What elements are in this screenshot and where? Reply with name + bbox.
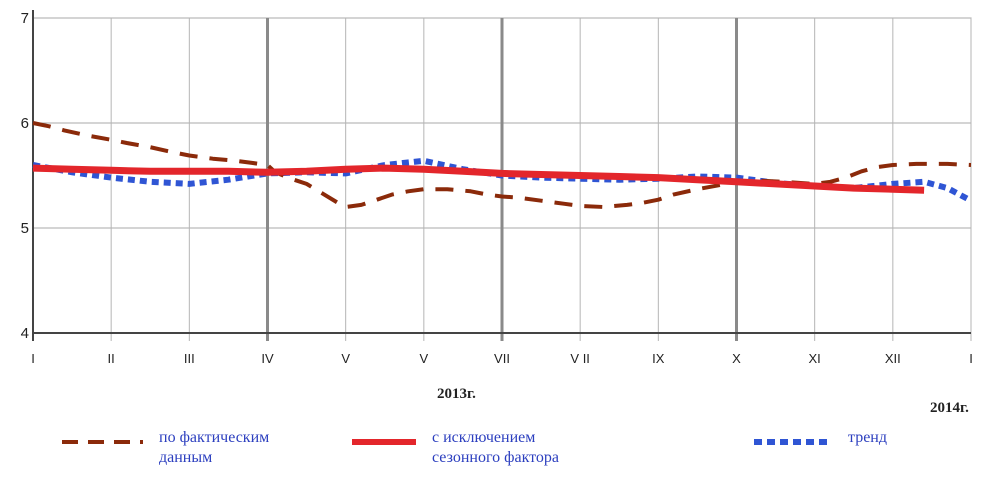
legend-item-actual: по фактическим данным [60, 428, 269, 468]
x-tick-label: III [184, 351, 195, 366]
legend-label-actual-line1: по фактическим [159, 429, 270, 446]
x-tick-label: I [31, 351, 35, 366]
year-label-2014: 2014г. [930, 400, 969, 416]
dashed-line-swatch [62, 440, 143, 444]
dotted-line-swatch [754, 439, 828, 445]
x-tick-label: IV [261, 351, 274, 366]
x-tick-label: V [419, 351, 428, 366]
y-tick-label: 7 [21, 10, 29, 27]
legend-label-seasonal-line1: с исключением [432, 429, 536, 446]
x-tick-label: X [732, 351, 741, 366]
x-tick-label: IX [652, 351, 665, 366]
y-tick-label: 6 [21, 115, 29, 132]
legend: по фактическим данным с исключением сезо… [0, 420, 996, 480]
series-layer [32, 121, 973, 209]
series-line-solid [32, 164, 925, 194]
y-axis-ticks: 4 5 6 7 [21, 10, 29, 342]
x-tick-label: XII [885, 351, 901, 366]
y-tick-label: 5 [21, 220, 29, 237]
legend-label-seasonal: с исключением сезонного фактора [432, 428, 559, 468]
year-label-2013: 2013г. [437, 386, 476, 402]
legend-label-seasonal-line2: сезонного фактора [432, 449, 560, 466]
x-axis-ticks: I II III IV V V VII V II IX X XI XII I [31, 351, 973, 366]
legend-item-seasonal: с исключением сезонного фактора [350, 428, 559, 468]
legend-item-trend: тренд [752, 428, 887, 448]
y-tick-label: 4 [21, 325, 29, 342]
legend-label-trend: тренд [848, 429, 887, 446]
x-tick-label: V II [570, 351, 590, 366]
x-tick-label: II [108, 351, 115, 366]
x-tick-label: XI [809, 351, 821, 366]
legend-label-actual: по фактическим данным [159, 428, 269, 468]
solid-line-swatch [352, 439, 416, 445]
x-tick-label: I [969, 351, 973, 366]
x-tick-label: V [341, 351, 350, 366]
legend-label-actual-line2: данным [159, 449, 213, 466]
x-tick-label: VII [494, 351, 510, 366]
